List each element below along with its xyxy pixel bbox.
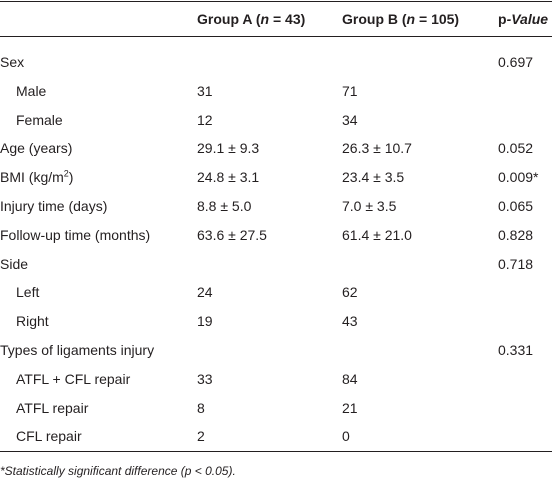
cell-b: 21 (342, 399, 358, 416)
cell-p: 0.009* (498, 169, 539, 186)
cell-b: 23.4 ± 3.5 (342, 169, 405, 186)
header-text: Group A ( (197, 11, 261, 27)
row-label: Side (0, 255, 29, 272)
row-label: ATFL repair (16, 399, 89, 416)
cell-a: 24.8 ± 3.1 (197, 169, 260, 186)
header-text: = 105) (415, 11, 460, 27)
label-text: 2 (63, 168, 69, 179)
cell-p: 0.065 (498, 198, 534, 214)
bottom-rule (0, 451, 552, 452)
cell-a: 33 (197, 370, 213, 387)
cell-b: 7.0 ± 3.5 (342, 198, 397, 214)
row-label: Female (16, 111, 63, 128)
row-label: BMI (kg/m2) (0, 168, 73, 186)
row-label: Types of ligaments injury (0, 342, 155, 358)
header-text: Group B ( (342, 11, 407, 27)
label-text: ) (68, 169, 74, 186)
cell-a: 24 (197, 284, 213, 301)
header-text: n (406, 11, 416, 27)
cell-a: 8.8 ± 5.0 (197, 198, 252, 214)
cell-a: 8 (197, 399, 205, 416)
cell-a: 63.6 ± 27.5 (197, 226, 267, 243)
cell-p: 0.697 (498, 54, 534, 70)
column-header: Group B (n = 105) (342, 10, 459, 28)
top-rule (0, 1, 552, 2)
header-rule (0, 36, 552, 37)
header-text: = 43) (269, 11, 306, 27)
column-header: p-Value (498, 10, 548, 28)
cell-p: 0.828 (498, 226, 534, 243)
cell-a: 12 (197, 111, 213, 128)
cell-b: 26.3 ± 10.7 (342, 140, 412, 157)
cell-b: 34 (342, 111, 358, 128)
header-text: p (498, 11, 507, 27)
cell-b: 61.4 ± 21.0 (342, 226, 412, 243)
footnote: *Statistically significant difference (p… (0, 464, 236, 478)
cell-b: 62 (342, 284, 358, 301)
row-label: ATFL + CFL repair (16, 370, 131, 387)
row-label: CFL repair (16, 428, 82, 445)
cell-a: 19 (197, 313, 213, 330)
row-label: Left (16, 284, 40, 301)
cell-b: 0 (342, 428, 350, 445)
cell-b: 71 (342, 82, 358, 99)
cell-p: 0.052 (498, 140, 534, 157)
cell-p: 0.331 (498, 342, 534, 358)
column-header: Group A (n = 43) (197, 10, 305, 28)
header-text: -Value (506, 11, 549, 27)
row-label: Follow-up time (months) (0, 226, 151, 243)
cell-a: 2 (197, 428, 205, 445)
row-label: Age (years) (0, 140, 73, 157)
label-text: BMI (kg/m (0, 169, 64, 186)
cell-p: 0.718 (498, 255, 534, 272)
row-label: Injury time (days) (0, 198, 108, 214)
header-text: n (260, 11, 270, 27)
row-label: Right (16, 313, 49, 330)
cell-a: 29.1 ± 9.3 (197, 140, 260, 157)
row-label: Male (16, 82, 47, 99)
cell-b: 84 (342, 370, 358, 387)
row-label: Sex (0, 54, 25, 70)
cell-b: 43 (342, 313, 358, 330)
cell-a: 31 (197, 82, 213, 99)
